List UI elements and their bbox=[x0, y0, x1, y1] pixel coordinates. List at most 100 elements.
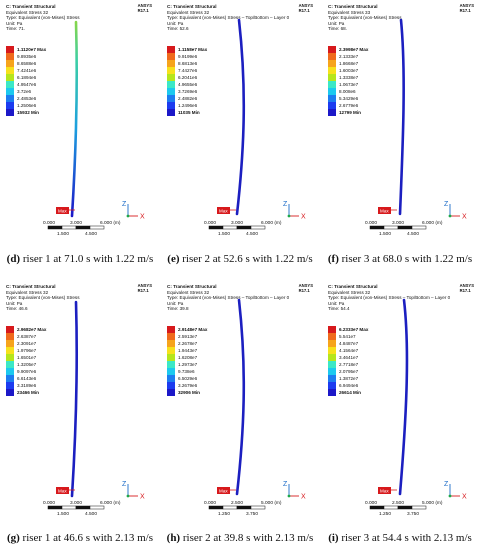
ansys-logo: ANSYS R17.1 bbox=[298, 283, 313, 293]
riser-curve bbox=[398, 298, 409, 496]
panel-time: Time: 71. bbox=[6, 26, 25, 32]
riser-plot: Max 0.000 3.000 6.000 (m) 1.500 4.500 Z X bbox=[365, 18, 467, 236]
panel-time: Time: 54.4 bbox=[328, 306, 350, 312]
legend-swatch bbox=[167, 326, 175, 333]
legend-swatch bbox=[167, 95, 175, 102]
legend-swatch bbox=[328, 333, 336, 340]
riser-curve bbox=[235, 18, 246, 216]
panel-result-type: Type: Equivalent (von-Mises) Stress bbox=[328, 15, 402, 21]
scale-bar-segment bbox=[250, 505, 266, 510]
panel-title: C: Transient Structural bbox=[6, 4, 56, 9]
legend-label: 2.3091e7 bbox=[17, 341, 37, 346]
max-flag-label: Max bbox=[58, 488, 67, 493]
legend-swatch bbox=[6, 354, 14, 361]
x-axis-label: X bbox=[301, 494, 306, 501]
axis-origin bbox=[287, 214, 291, 218]
caption-h: (h) riser 2 at 39.8 s with 2.13 m/s bbox=[166, 532, 314, 544]
max-flag-label: Max bbox=[219, 208, 228, 213]
scale-bar-segment bbox=[397, 505, 413, 510]
panel-unit: Unit: Pa bbox=[328, 300, 345, 306]
legend-label: 1.9443e7 bbox=[178, 348, 198, 353]
max-flag bbox=[378, 487, 391, 494]
legend-swatch bbox=[6, 46, 14, 53]
legend-label: 6.6143e6 bbox=[17, 376, 37, 381]
legend-label: 2.9148e7 Max bbox=[178, 327, 208, 332]
legend-swatch bbox=[6, 368, 14, 375]
ansys-logo: ANSYS R17.1 bbox=[137, 283, 152, 293]
panel-f: C: Transient Structural Equivalent Stres… bbox=[324, 2, 480, 236]
scale-bar-segment bbox=[47, 505, 63, 510]
panel-unit: Unit: Pa bbox=[167, 20, 184, 26]
z-axis-label: Z bbox=[283, 201, 288, 208]
legend-label: 1.3872e7 bbox=[339, 376, 359, 381]
x-axis-label: X bbox=[462, 214, 467, 221]
legend-swatch bbox=[328, 46, 336, 53]
legend-swatch bbox=[6, 361, 14, 368]
legend-swatch bbox=[6, 109, 14, 116]
legend-label: 2.1333e7 bbox=[339, 54, 359, 59]
axis-origin bbox=[448, 214, 452, 218]
legend-swatch bbox=[328, 60, 336, 67]
legend-label: 2.6387e7 bbox=[17, 334, 37, 339]
legend-swatch bbox=[6, 340, 14, 347]
legend-swatch bbox=[6, 326, 14, 333]
scale-bar-segment bbox=[383, 505, 399, 510]
scale-label-top: 3.000 bbox=[392, 220, 404, 226]
panel-unit: Unit: Pa bbox=[167, 300, 184, 306]
scale-bar-segment bbox=[75, 505, 91, 510]
legend-swatch bbox=[167, 340, 175, 347]
legend-label: 7.4241e6 bbox=[17, 68, 37, 73]
panel-title: C: Transient Structural bbox=[167, 284, 217, 289]
legend-swatch bbox=[167, 88, 175, 95]
legend-label: 9.9199e6 bbox=[178, 54, 198, 59]
scale-bar-segment bbox=[75, 225, 91, 230]
axis-origin bbox=[126, 214, 130, 218]
scale-label-bottom: 3.750 bbox=[246, 511, 258, 516]
panel-result-type: Type: Equivalent (von-Mises) Stress bbox=[6, 15, 80, 21]
max-flag bbox=[378, 207, 391, 214]
legend-swatch bbox=[167, 389, 175, 396]
legend-label: 8.6813e6 bbox=[178, 61, 198, 66]
legend-swatch bbox=[328, 368, 336, 375]
caption-e: (e) riser 2 at 52.6 s with 1.22 m/s bbox=[167, 253, 313, 265]
panel-result-name: Equivalent Stress 33 bbox=[328, 9, 371, 15]
legend-label: 6.2041e6 bbox=[178, 75, 198, 80]
legend-label: 1.9796e7 bbox=[17, 348, 37, 353]
scale-bar-segment bbox=[383, 225, 399, 230]
legend-label: 4.9655e6 bbox=[178, 82, 198, 87]
scale-label-bottom: 1.500 bbox=[218, 231, 230, 236]
scale-label-top: 3.000 bbox=[70, 500, 82, 506]
scale-bar-segment bbox=[236, 505, 252, 510]
legend-swatch bbox=[328, 88, 336, 95]
panel-title: C: Transient Structural bbox=[328, 4, 378, 9]
legend-swatch bbox=[328, 53, 336, 60]
legend-label: 1.6501e7 bbox=[17, 355, 37, 360]
max-flag bbox=[56, 207, 69, 214]
z-axis-label: Z bbox=[444, 481, 449, 488]
legend-swatch bbox=[6, 375, 14, 382]
scale-label-top: 6.000 (m) bbox=[100, 500, 121, 506]
legend-swatch bbox=[328, 81, 336, 88]
panel-e: C: Transient Structural Equivalent Stres… bbox=[163, 2, 319, 236]
legend-label: 2.5913e7 bbox=[178, 334, 198, 339]
panel-time: Time: 68. bbox=[328, 26, 347, 32]
scale-label-bottom: 4.500 bbox=[407, 231, 419, 236]
legend-label: 1.6003e7 bbox=[339, 68, 359, 73]
scale-bar-segment bbox=[89, 225, 105, 230]
legend-label: 2.7718e7 bbox=[339, 362, 359, 367]
max-flag bbox=[56, 487, 69, 494]
scale-bar-segment bbox=[411, 225, 427, 230]
legend-swatch bbox=[6, 382, 14, 389]
scale-label-bottom: 4.500 bbox=[246, 231, 258, 236]
caption-g: (g) riser 1 at 46.6 s with 2.13 m/s bbox=[6, 532, 154, 544]
scale-bar-segment bbox=[411, 505, 427, 510]
panel-result-type: Type: Equivalent (von-Mises) Stress – To… bbox=[167, 295, 290, 301]
legend-label: 2.0795e7 bbox=[339, 369, 359, 374]
max-flag-label: Max bbox=[380, 208, 389, 213]
legend-label: 11035 Min bbox=[178, 110, 200, 115]
legend-label: 12799 Min bbox=[339, 110, 361, 115]
legend-label: 32906 Min bbox=[178, 390, 200, 395]
panel-result-name: Equivalent Stress 32 bbox=[328, 289, 371, 295]
legend-label: 4.1564e7 bbox=[339, 348, 359, 353]
riser-plot: Max 0.000 3.000 6.000 (m) 1.500 4.500 Z X bbox=[43, 20, 145, 236]
